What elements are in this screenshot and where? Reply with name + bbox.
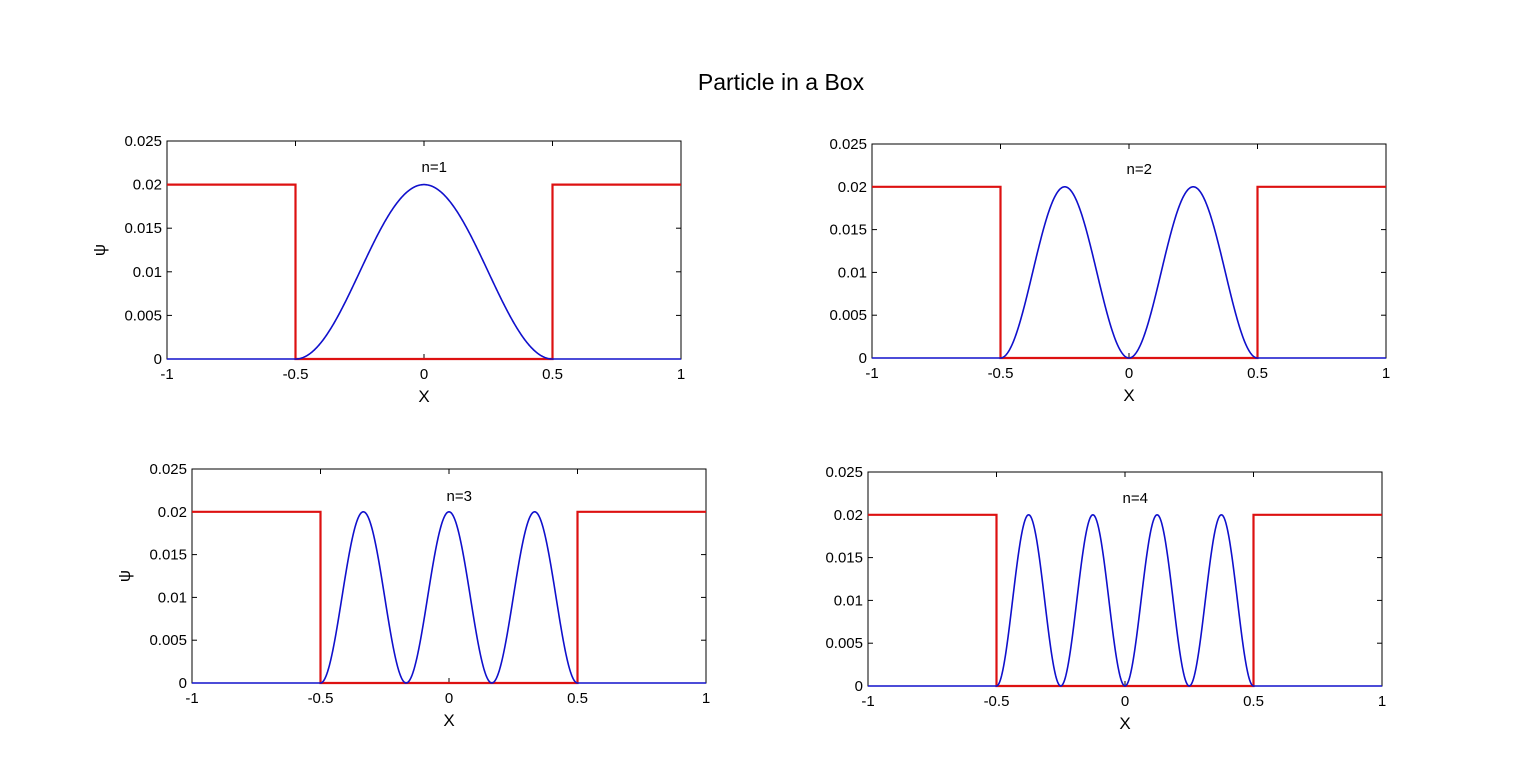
x-tick-label: 0.5 — [542, 366, 563, 383]
x-tick-label: -1 — [861, 693, 874, 710]
y-tick-label: 0.015 — [829, 222, 867, 239]
state-annotation: n=1 — [422, 159, 447, 176]
y-tick-label: 0.01 — [158, 589, 187, 606]
x-tick-label: 0 — [1125, 365, 1133, 382]
x-tick-label: -0.5 — [988, 365, 1014, 382]
y-tick-label: 0.025 — [149, 461, 187, 478]
x-tick-label: 1 — [1382, 365, 1390, 382]
wavefunction-line — [868, 513, 1382, 687]
y-tick-label: 0.01 — [838, 264, 867, 281]
y-tick-label: 0.02 — [133, 177, 162, 194]
x-tick-label: -0.5 — [283, 366, 309, 383]
y-tick-label: 0.025 — [825, 464, 863, 481]
x-tick-label: -1 — [160, 366, 173, 383]
subplot-1: -1 -0.5 0 0.5 1 0 0.005 0.01 0.015 0.02 0.025 Xψ n=1 — [90, 133, 685, 406]
wavefunction-line — [872, 185, 1386, 359]
state-annotation: n=3 — [447, 488, 472, 505]
x-tick-label: -0.5 — [984, 693, 1010, 710]
y-axis-label: ψ — [115, 570, 134, 582]
x-axis-label: X — [443, 711, 454, 730]
y-tick-label: 0.005 — [124, 307, 162, 324]
y-tick-label: 0.015 — [124, 220, 162, 237]
potential-line — [868, 513, 1382, 688]
state-annotation: n=4 — [1123, 490, 1148, 507]
x-tick-label: 0.5 — [1243, 693, 1264, 710]
figure-title: Particle in a Box — [698, 69, 865, 95]
potential-line — [167, 183, 681, 361]
x-tick-label: 0 — [420, 366, 428, 383]
potential-line — [872, 185, 1386, 360]
subplot-grid: -1 -0.5 0 0.5 1 0 0.005 0.01 0.015 0.02 0.025 Xψ n=1… — [90, 133, 1390, 733]
y-tick-label: 0 — [855, 678, 863, 695]
x-tick-label: -1 — [185, 690, 198, 707]
y-tick-label: 0.02 — [158, 504, 187, 521]
y-tick-label: 0.005 — [829, 307, 867, 324]
potential-line — [192, 510, 706, 685]
x-tick-label: 0.5 — [1247, 365, 1268, 382]
x-axis-label: X — [418, 387, 429, 406]
x-tick-label: 0 — [445, 690, 453, 707]
wavefunction-line — [167, 183, 681, 360]
y-tick-label: 0 — [859, 350, 867, 367]
x-axis-label: X — [1119, 714, 1130, 733]
subplot-3: -1 -0.5 0 0.5 1 0 0.005 0.01 0.015 0.02 0.025 Xψ n=3 — [115, 461, 710, 730]
y-tick-label: 0.02 — [838, 179, 867, 196]
y-tick-label: 0 — [179, 675, 187, 692]
y-axis-label: ψ — [90, 244, 109, 256]
y-tick-label: 0.025 — [829, 136, 867, 153]
y-tick-label: 0.005 — [825, 635, 863, 652]
y-tick-label: 0.015 — [149, 547, 187, 564]
x-tick-label: -0.5 — [308, 690, 334, 707]
y-tick-label: 0 — [154, 351, 162, 368]
subplot-4: -1 -0.5 0 0.5 1 0 0.005 0.01 0.015 0.02 0.025 Xn=4 — [825, 464, 1386, 733]
x-axis-label: X — [1123, 386, 1134, 405]
state-annotation: n=2 — [1127, 161, 1152, 178]
y-tick-label: 0.01 — [834, 592, 863, 609]
y-tick-label: 0.015 — [825, 550, 863, 567]
subplot-2: -1 -0.5 0 0.5 1 0 0.005 0.01 0.015 0.02 0.025 Xn=2 — [829, 136, 1390, 405]
x-tick-label: 1 — [677, 366, 685, 383]
wavefunction-line — [192, 510, 706, 684]
x-tick-label: 1 — [1378, 693, 1386, 710]
y-tick-label: 0.02 — [834, 507, 863, 524]
y-tick-label: 0.005 — [149, 632, 187, 649]
y-tick-label: 0.025 — [124, 133, 162, 150]
x-tick-label: 0.5 — [567, 690, 588, 707]
y-tick-label: 0.01 — [133, 264, 162, 281]
x-tick-label: 1 — [702, 690, 710, 707]
x-tick-label: 0 — [1121, 693, 1129, 710]
x-tick-label: -1 — [865, 365, 878, 382]
